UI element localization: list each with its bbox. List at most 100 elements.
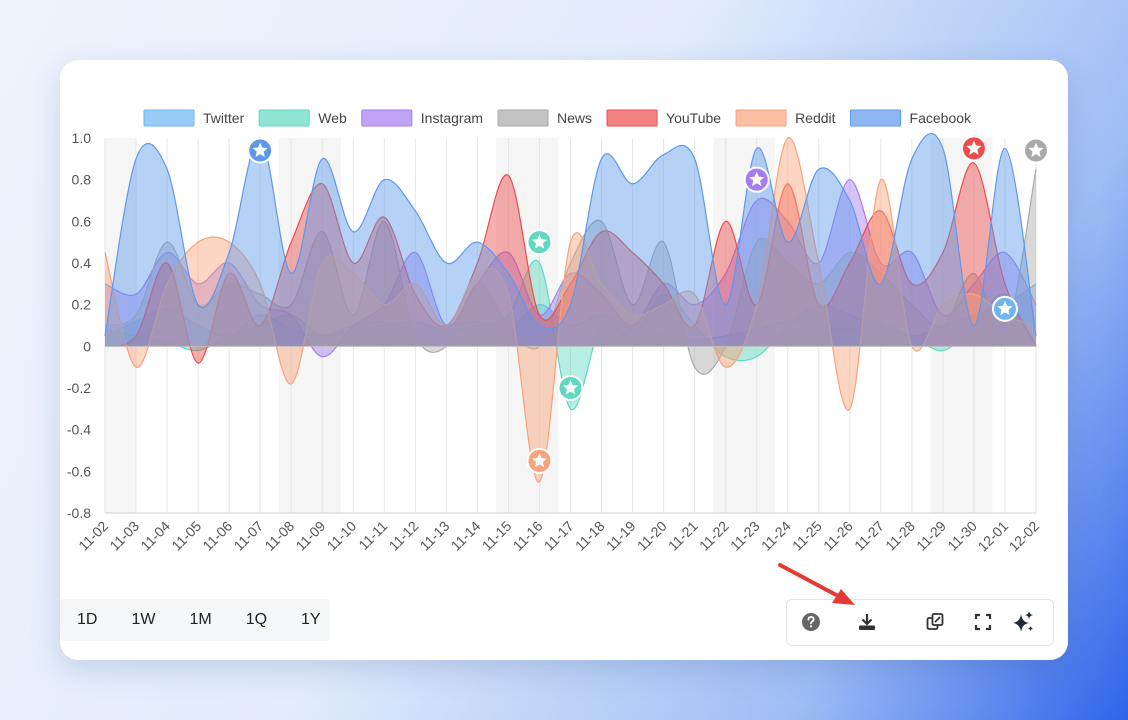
x-tick-label-11-26: 11-26	[820, 518, 856, 554]
x-tick-label-11-09: 11-09	[292, 518, 328, 554]
legend-swatch	[735, 109, 787, 127]
y-tick-label: 0.8	[72, 172, 92, 188]
x-tick-label-11-13: 11-13	[417, 518, 453, 554]
series-area-youtube[interactable]	[105, 162, 1036, 364]
x-tick-label-11-12: 11-12	[386, 518, 422, 554]
y-tick-label: 1.0	[72, 130, 92, 146]
x-tick-label-11-08: 11-08	[261, 518, 297, 554]
marker-reddit-11-16[interactable]	[526, 447, 553, 474]
y-tick-label: -0.6	[67, 463, 91, 479]
range-1w-button[interactable]: 1W	[131, 611, 156, 628]
legend-swatch	[361, 109, 413, 127]
weekend-band-4	[930, 138, 993, 513]
x-tick-label-11-23: 11-23	[727, 518, 763, 554]
chart-toolbar	[786, 599, 1054, 646]
legend-label: Reddit	[795, 110, 836, 126]
x-tick-label-11-22: 11-22	[696, 518, 732, 554]
marker-news-12-02[interactable]	[1023, 137, 1049, 164]
fullscreen-button[interactable]	[967, 606, 999, 638]
weekend-band-2	[496, 138, 559, 513]
x-tick-label-11-05: 11-05	[168, 518, 204, 554]
fullscreen-icon	[974, 613, 992, 631]
x-tick-label-12-01: 12-01	[974, 518, 1011, 555]
legend-item-youtube[interactable]: YouTube	[606, 109, 721, 127]
y-tick-label: 0	[83, 338, 91, 354]
legend-item-reddit[interactable]: Reddit	[735, 109, 836, 127]
x-tick-label-11-24: 11-24	[758, 518, 794, 554]
range-1q-button[interactable]: 1Q	[245, 611, 268, 628]
x-tick-label-11-25: 11-25	[789, 518, 825, 554]
x-tick-label-11-07: 11-07	[230, 518, 266, 554]
series-area-twitter[interactable]	[105, 283, 1036, 347]
legend-label: Web	[318, 110, 347, 126]
download-icon	[859, 614, 875, 630]
x-tick-label-11-15: 11-15	[479, 518, 515, 554]
x-tick-label-11-20: 11-20	[634, 518, 670, 554]
marker-web-11-16[interactable]	[526, 229, 553, 256]
weekend-bands	[105, 138, 993, 513]
legend-label: Facebook	[910, 110, 972, 126]
marker-facebook-11-07[interactable]	[247, 137, 274, 164]
x-tick-label-11-16: 11-16	[510, 518, 546, 554]
series-area-news[interactable]	[105, 169, 1036, 375]
x-tick-label-11-03: 11-03	[106, 518, 142, 554]
copy-button[interactable]	[919, 606, 951, 638]
y-tick-label: -0.8	[67, 505, 91, 521]
legend-label: Twitter	[203, 110, 245, 126]
copy-icon	[926, 613, 944, 630]
range-selector: 1D 1W 1M 1Q 1Y	[60, 599, 330, 641]
y-tick-label: -0.4	[67, 422, 91, 438]
legend-item-web[interactable]: Web	[258, 109, 347, 127]
x-tick-label-11-06: 11-06	[199, 518, 235, 554]
weekend-band-3	[713, 138, 776, 513]
series-line-twitter	[104, 283, 1037, 341]
legend-item-facebook[interactable]: Facebook	[850, 109, 972, 127]
star-icon	[531, 234, 548, 249]
range-1d-button[interactable]: 1D	[77, 611, 98, 628]
ai-button[interactable]	[1007, 606, 1039, 638]
star-icon	[531, 452, 548, 468]
help-icon	[802, 613, 820, 631]
help-button[interactable]	[795, 606, 827, 638]
marker-instagram-11-23[interactable]	[743, 166, 770, 193]
x-tick-label-11-10: 11-10	[323, 518, 359, 554]
x-tick-label-11-21: 11-21	[665, 518, 701, 554]
series-area-facebook[interactable]	[105, 133, 1036, 347]
series-line-news	[104, 169, 1037, 375]
series-line-web	[104, 259, 1037, 411]
x-tick-label-11-17: 11-17	[541, 518, 577, 554]
chart: 1.00.80.60.40.20-0.2-0.4-0.6-0.811-0211-…	[67, 109, 1049, 555]
range-1m-button[interactable]: 1M	[189, 611, 212, 628]
legend-label: Instagram	[421, 110, 483, 126]
download-button[interactable]	[851, 606, 883, 638]
series-line-instagram	[104, 179, 1037, 358]
legend-label: YouTube	[666, 110, 721, 126]
star-icon	[1028, 142, 1044, 157]
marker-twitter-12-01[interactable]	[991, 295, 1018, 322]
marker-web-11-17[interactable]	[557, 375, 584, 401]
star-icon	[562, 380, 579, 395]
x-tick-label-11-11: 11-11	[355, 518, 390, 553]
star-icon	[966, 140, 982, 155]
x-tick-label-11-02: 11-02	[75, 518, 111, 554]
range-1y-button[interactable]: 1Y	[301, 611, 321, 628]
x-tick-label-11-04: 11-04	[137, 518, 173, 554]
marker-youtube-11-30[interactable]	[960, 135, 987, 162]
y-tick-label: 0.2	[72, 297, 92, 313]
series-area-instagram[interactable]	[105, 179, 1036, 357]
star-icon	[252, 142, 268, 157]
legend-item-news[interactable]: News	[497, 109, 592, 127]
legend-swatch	[850, 109, 902, 127]
x-tick-label-11-29: 11-29	[913, 518, 949, 554]
x-tick-label-11-14: 11-14	[448, 518, 484, 554]
series-area-reddit[interactable]	[105, 137, 1036, 483]
legend: Twitter Web Instagram News YouTube Reddit Face…	[143, 109, 972, 127]
sparkles-icon	[1013, 611, 1033, 632]
legend-label: News	[557, 110, 592, 126]
star-icon	[749, 171, 765, 187]
series-line-youtube	[104, 162, 1037, 364]
legend-swatch	[258, 109, 310, 127]
legend-item-twitter[interactable]: Twitter	[143, 109, 245, 127]
legend-item-instagram[interactable]: Instagram	[361, 109, 483, 127]
x-tick-label-11-28: 11-28	[882, 518, 918, 554]
